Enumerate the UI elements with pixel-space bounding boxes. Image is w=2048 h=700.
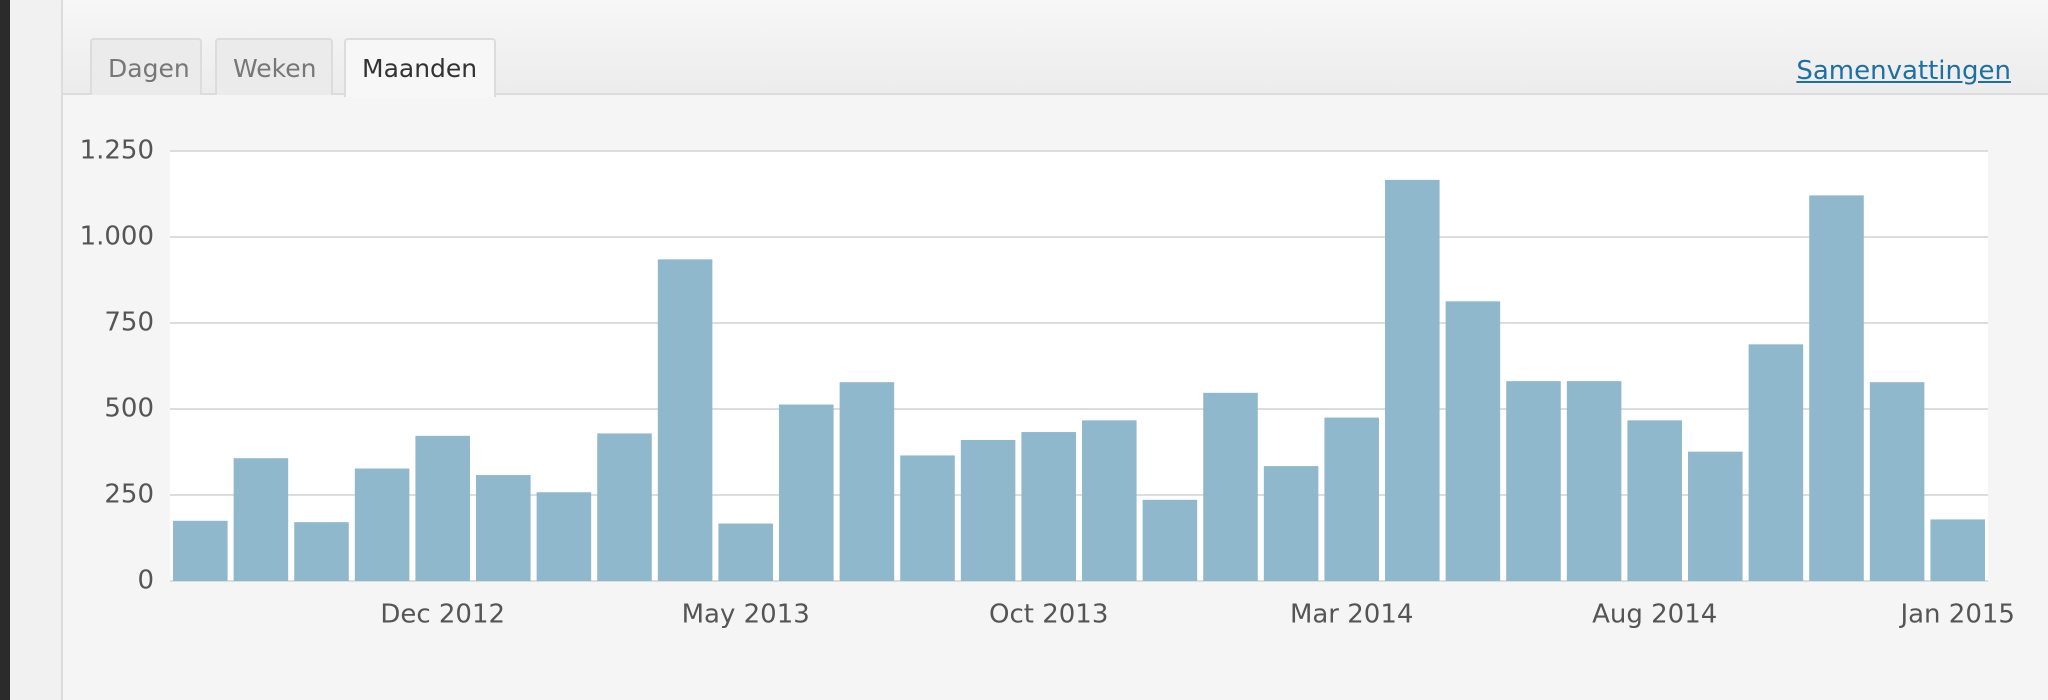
bar	[173, 520, 228, 581]
sidebar-edge	[0, 0, 10, 700]
bar	[536, 492, 592, 581]
bar	[900, 455, 955, 581]
bar	[1385, 179, 1440, 581]
bar	[1082, 420, 1137, 581]
bar	[1809, 195, 1864, 581]
x-tick-label: Jan 2015	[1898, 600, 2015, 630]
y-tick-label: 1.250	[80, 136, 154, 166]
bar	[476, 475, 531, 581]
plot-area	[170, 151, 1988, 581]
bar	[1748, 344, 1804, 581]
x-tick-label: May 2013	[682, 600, 810, 630]
bar	[1506, 381, 1561, 581]
bar	[1142, 499, 1198, 581]
bar	[1203, 392, 1258, 581]
bar	[1324, 417, 1379, 581]
y-tick-label: 0	[137, 566, 154, 596]
x-tick-label: Oct 2013	[989, 600, 1108, 630]
y-tick-label: 250	[104, 480, 154, 510]
bar	[839, 382, 895, 581]
bar	[233, 458, 289, 581]
tab-bar: Dagen Weken Maanden Samenvattingen	[63, 0, 2048, 97]
bar	[657, 259, 713, 581]
y-tick-label: 500	[104, 394, 154, 424]
y-tick-label: 750	[104, 308, 154, 338]
y-tick-label: 1.000	[80, 222, 154, 252]
x-tick-label: Mar 2014	[1290, 600, 1414, 630]
bar	[1869, 382, 1925, 581]
bar	[597, 433, 652, 581]
bar	[1566, 381, 1622, 581]
bar	[960, 439, 1016, 581]
x-tick-label: Aug 2014	[1592, 600, 1717, 630]
bar	[1445, 301, 1501, 581]
tab[interactable]: Weken	[215, 38, 333, 95]
bar	[294, 522, 349, 581]
bar	[1021, 432, 1076, 581]
bar	[1930, 519, 1985, 581]
summary-link[interactable]: Samenvattingen	[1796, 56, 2011, 86]
bar	[1263, 466, 1319, 581]
tab-active[interactable]: Maanden	[344, 38, 496, 97]
bar	[1688, 451, 1743, 581]
x-tick-label: Dec 2012	[380, 600, 505, 630]
bar	[718, 523, 773, 581]
tab[interactable]: Dagen	[90, 38, 202, 95]
bar	[1627, 420, 1682, 581]
bar	[354, 468, 410, 581]
bar	[779, 404, 834, 581]
bar	[415, 435, 470, 581]
